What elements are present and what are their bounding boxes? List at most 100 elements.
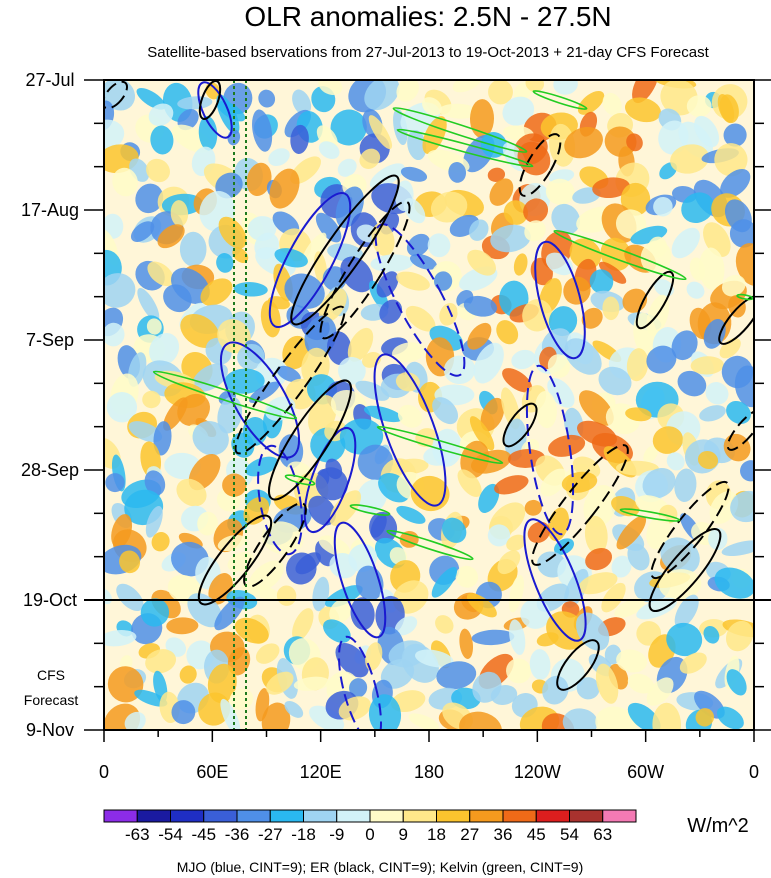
anomaly-blob bbox=[179, 665, 197, 684]
anomaly-blob bbox=[376, 271, 399, 298]
anomaly-blob bbox=[293, 676, 331, 691]
anomaly-blob bbox=[148, 103, 174, 127]
anomaly-blob bbox=[436, 661, 477, 690]
anomaly-blob bbox=[576, 677, 600, 700]
anomaly-blob bbox=[524, 220, 546, 242]
anomaly-blob bbox=[658, 569, 702, 600]
colorbar-level-label: -45 bbox=[191, 825, 216, 844]
anomaly-blob bbox=[229, 688, 254, 710]
colorbar-swatch bbox=[103, 809, 138, 823]
anomaly-blob bbox=[674, 468, 697, 503]
anomaly-blob bbox=[620, 182, 651, 216]
colorbar-level-label: -27 bbox=[258, 825, 283, 844]
anomaly-blob bbox=[150, 125, 174, 155]
anomaly-blob bbox=[144, 470, 166, 496]
anomaly-blob bbox=[625, 97, 661, 123]
chart-title: OLR anomalies: 2.5N - 27.5N bbox=[244, 1, 611, 32]
anomaly-blob bbox=[214, 596, 245, 631]
anomaly-blob bbox=[329, 490, 362, 526]
colorbar-swatch bbox=[369, 809, 404, 823]
anomaly-blob bbox=[258, 89, 276, 108]
anomaly-blob bbox=[535, 391, 557, 429]
anomaly-blob bbox=[105, 473, 125, 493]
anomaly-blob bbox=[422, 116, 447, 154]
anomaly-blob bbox=[151, 532, 170, 552]
anomaly-blob bbox=[153, 421, 172, 456]
anomaly-blob bbox=[396, 80, 419, 102]
anomaly-blob bbox=[679, 652, 707, 674]
anomaly-blob bbox=[595, 706, 637, 730]
anomaly-blob bbox=[646, 516, 671, 550]
anomaly-blob bbox=[686, 281, 705, 299]
anomaly-blob bbox=[435, 615, 454, 634]
anomaly-blob bbox=[278, 434, 304, 469]
anomaly-blob bbox=[708, 527, 728, 551]
colorbar-level-label: 36 bbox=[494, 825, 513, 844]
anomaly-blob bbox=[490, 224, 531, 253]
anomaly-blob bbox=[246, 162, 272, 197]
anomaly-blob bbox=[502, 96, 535, 126]
anomaly-blob bbox=[653, 196, 673, 217]
anomaly-blob bbox=[330, 109, 367, 146]
anomaly-blob bbox=[104, 273, 136, 308]
anomaly-blob bbox=[502, 368, 533, 393]
anomaly-blob bbox=[551, 203, 581, 235]
anomaly-blob bbox=[349, 678, 368, 698]
anomaly-blob bbox=[506, 658, 532, 684]
colorbar-swatch bbox=[602, 809, 637, 823]
anomaly-blob bbox=[171, 700, 196, 725]
y-axis: 27-Jul 17-Aug 7-Sep 28-Sep 19-Oct 9-Nov bbox=[21, 70, 771, 740]
anomaly-blob bbox=[598, 366, 632, 396]
anomaly-blob bbox=[697, 450, 719, 470]
anomaly-blob bbox=[719, 94, 739, 124]
anomaly-blob bbox=[104, 322, 125, 347]
anomaly-blob bbox=[405, 305, 436, 332]
anomaly-blob bbox=[666, 622, 703, 657]
anomaly-blob bbox=[255, 643, 280, 664]
anomaly-blob bbox=[216, 253, 234, 273]
anomaly-blob bbox=[104, 144, 139, 174]
anomaly-blob bbox=[478, 483, 500, 513]
anomaly-blob bbox=[338, 357, 366, 385]
anomaly-blob bbox=[179, 231, 207, 267]
anomaly-blob bbox=[232, 247, 249, 263]
anomaly-blob bbox=[198, 116, 218, 151]
anomaly-blob bbox=[601, 582, 626, 613]
x-tick-label: 0 bbox=[749, 762, 759, 782]
anomaly-blob bbox=[329, 598, 353, 624]
anomaly-blob bbox=[427, 233, 451, 258]
anomaly-blob bbox=[714, 143, 748, 177]
anomaly-blob bbox=[469, 416, 495, 451]
y-tick-label: 28-Sep bbox=[21, 460, 79, 480]
anomaly-blob bbox=[364, 80, 400, 111]
anomaly-blob bbox=[217, 100, 246, 122]
anomaly-blob bbox=[171, 124, 212, 153]
chart-subtitle: Satellite-based bservations from 27-Jul-… bbox=[147, 44, 709, 61]
anomaly-blob bbox=[548, 306, 578, 337]
colorbar-swatch bbox=[436, 809, 471, 823]
anomaly-blob bbox=[540, 468, 568, 497]
colorbar-swatch bbox=[269, 809, 304, 823]
anomaly-blob bbox=[509, 619, 526, 655]
anomaly-blob bbox=[177, 393, 210, 427]
anomaly-blob bbox=[677, 370, 707, 397]
y-tick-label: 19-Oct bbox=[23, 590, 77, 610]
anomaly-blob bbox=[177, 96, 213, 110]
anomaly-blob bbox=[135, 183, 164, 214]
anomaly-blob bbox=[365, 642, 383, 671]
anomaly-blob bbox=[325, 585, 363, 608]
anomaly-blob bbox=[652, 702, 682, 730]
anomaly-blob bbox=[671, 330, 698, 361]
anomaly-blob bbox=[192, 363, 228, 392]
anomaly-blob bbox=[652, 426, 684, 454]
y-tick-label: 7-Sep bbox=[26, 330, 74, 350]
anomaly-blob bbox=[523, 198, 549, 223]
anomaly-blob bbox=[457, 469, 482, 498]
anomaly-blob bbox=[614, 598, 645, 618]
anomaly-blob bbox=[369, 511, 398, 544]
anomaly-blob bbox=[391, 690, 426, 713]
anomaly-blob bbox=[633, 312, 658, 357]
anomaly-blob bbox=[237, 343, 265, 370]
anomaly-blob bbox=[137, 287, 160, 322]
